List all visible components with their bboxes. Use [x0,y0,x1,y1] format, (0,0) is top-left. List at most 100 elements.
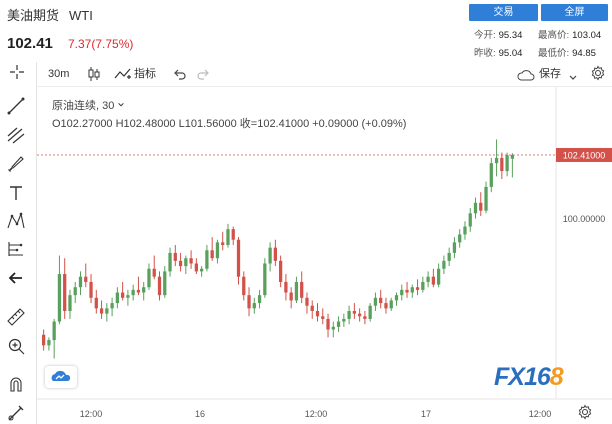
candle-body [110,303,114,309]
save-button[interactable]: 保存 [539,68,561,80]
candle-body [205,250,209,269]
candle-body [68,295,72,311]
stat-open-label: 今开: [474,30,496,41]
undo-icon[interactable] [173,67,187,91]
candle-body [78,276,83,288]
indicators-button[interactable]: 指标 [134,68,156,80]
candle-body [500,157,504,172]
series-name: 原油连续 [52,100,96,112]
series-legend: 原油连续, 30 [52,97,125,113]
candle-body [215,242,220,259]
candle-body [168,252,172,272]
candle-body [57,274,62,322]
interval-selector[interactable]: 30m [48,68,70,80]
price-level-label: 100.00000 [563,214,606,224]
candle-body [415,287,420,290]
candle-body [379,297,383,304]
time-tick-label: 17 [421,409,431,419]
candlestick-chart[interactable]: 102.41000 100.00000 12:00 16 12:00 17 12:00 [37,87,612,424]
stat-open: 今开: 95.34 [474,27,522,41]
candle-body [352,311,356,314]
candle-body [273,247,277,261]
zoom-in-icon[interactable] [5,335,27,357]
candle-body [326,318,330,330]
time-tick-label: 12:00 [305,409,328,419]
candle-body [510,154,514,159]
stat-prev-value: 95.04 [498,48,523,59]
candle-body [489,163,493,187]
text-tool-icon[interactable] [5,182,27,204]
candle-body [84,276,88,282]
brush-icon[interactable] [5,153,27,175]
candle-body [94,297,98,309]
logo-text: FX16 [494,363,551,391]
instrument-name: 美油期货 [7,8,60,23]
candle-body [315,311,320,317]
candle-body [389,300,393,309]
candle-body [105,308,109,314]
candle-body [42,334,46,346]
candle-body [310,305,314,311]
cloud-icon[interactable] [516,67,536,91]
candle-body [268,247,272,264]
header-divider [36,86,612,87]
candle-body [200,268,204,272]
price-change: 7.37(7.75%) [68,37,134,51]
candle-body [247,295,251,309]
candle-body [336,321,341,327]
magnet-icon[interactable] [5,373,27,395]
candle-body [468,213,472,227]
time-tick-label: 12:00 [80,409,103,419]
stat-high-label: 最高价: [538,30,570,41]
trade-button[interactable]: 交易 [469,4,538,21]
candle-body [505,155,509,172]
candle-body [236,239,241,277]
chevron-down-icon[interactable] [568,68,578,92]
candle-body [473,202,478,214]
trend-line-icon[interactable] [5,95,27,117]
pattern-tool-icon[interactable] [5,210,27,232]
candle-body [115,292,119,304]
gear-icon[interactable] [590,65,606,89]
candle-body [300,281,304,298]
candle-body [226,229,230,245]
candle-body [131,289,135,296]
candle-body [305,297,309,306]
candle-body [479,202,483,211]
stat-low: 最低价: 94.85 [538,45,596,59]
tradingview-badge[interactable] [45,366,77,388]
candle-body [452,242,457,253]
candle-body [89,281,93,298]
candle-type-icon[interactable] [87,66,101,90]
candle-body [368,305,372,319]
indicators-icon[interactable] [114,66,132,90]
stat-high: 最高价: 103.04 [538,27,601,41]
chart-settings-icon[interactable] [577,404,593,424]
back-arrow-icon[interactable] [5,267,27,289]
candle-body [431,276,435,285]
candle-body [347,311,351,319]
stat-prev-label: 昨收: [474,48,496,59]
candle-body [47,340,51,346]
lock-drawings-icon[interactable] [5,402,27,424]
fullscreen-button[interactable]: 全屏 [541,4,608,21]
candle-body [147,268,151,288]
chart-toolbar: 30m 指标 保存 [0,62,612,86]
candle-body [142,287,146,293]
ruler-icon[interactable] [5,306,27,328]
candle-body [384,303,388,309]
chevron-down-icon[interactable] [117,101,125,109]
candle-body [437,268,441,285]
crosshair-icon[interactable] [8,63,26,87]
last-price-label: 102.41000 [563,150,606,160]
candle-body [484,186,488,211]
prediction-tool-icon[interactable] [5,238,27,260]
candle-body [194,263,198,272]
stat-prev: 昨收: 95.04 [474,45,522,59]
instrument-symbol: WTI [69,8,93,23]
candle-body [342,318,346,322]
redo-icon[interactable] [196,67,210,91]
fib-tool-icon[interactable] [5,124,27,146]
cloud-logo-icon [51,370,71,381]
